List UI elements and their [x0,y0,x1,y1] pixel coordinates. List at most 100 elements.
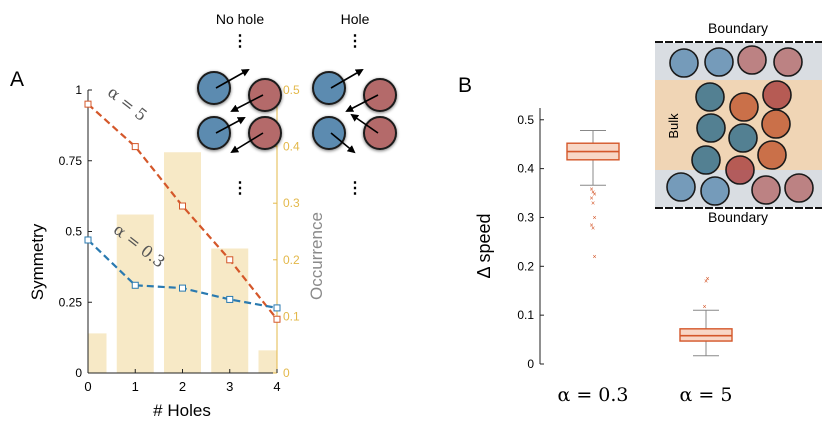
occurrence-bar [211,248,249,373]
ellipsis-top-hole: ⋮ [347,33,363,50]
category-label-alpha-0.3: α = 0.3 [557,384,628,406]
particle-red-icon [248,78,282,112]
y-tick-label: 1 [75,83,82,97]
outlier-marker: × [591,200,595,207]
y-right-tick-label: 0.5 [283,83,300,97]
particle-red-icon [363,78,397,112]
series-point [273,304,281,312]
x-axis-label: # Holes [153,401,211,420]
no-hole-diagram [197,69,282,154]
boxplot: ××× [679,276,733,357]
particle-blue-icon [312,116,346,150]
particle-blue-icon [691,145,721,175]
ellipsis-bottom-hole: ⋮ [347,180,363,197]
ellipsis-top-no-hole: ⋮ [232,33,248,50]
particle-red-icon [784,173,814,203]
series-point [226,295,234,303]
y-tick-label: 0 [527,357,534,371]
arrow-icon [230,94,264,112]
boxplot: ××××××××× [566,130,620,261]
particle-red-icon [248,116,282,150]
y-right-tick-label: 0 [283,366,290,380]
arrow-icon [350,113,379,134]
occurrence-bars [88,152,277,373]
inset-label-bottom: Boundary [708,209,768,225]
series-line [87,103,278,320]
series-point [131,281,139,289]
y-tick-label: 0.4 [517,162,534,176]
ellipsis-bottom-no-hole: ⋮ [232,180,248,197]
particle-red-icon [363,116,397,150]
hole-diagram [312,68,397,154]
legend-title-no-hole: No hole [216,11,264,27]
panel-a: A 0 0.25 0.5 0.75 1 0 0.1 0.2 0.3 0.4 0.5 0 1 2 3 4 #… [10,11,397,420]
y-right-tick-label: 0.1 [283,309,300,323]
arrow-icon [345,94,379,112]
arrow-icon [230,132,264,154]
x-tick-label: 3 [226,379,233,394]
outlier-marker: × [589,187,593,194]
particle-red-icon [725,155,755,185]
outlier-marker: × [702,304,706,311]
particle-blue-icon [700,176,730,206]
y-tick-label: 0.25 [59,295,83,309]
inset-label-bulk: Bulk [666,113,681,139]
particle-blue-icon [696,113,726,143]
series-point [131,143,139,151]
outlier-marker: × [589,195,593,202]
arrow-icon [330,68,364,89]
outlier-marker: × [592,192,596,199]
inset-channel: Boundary Boundary Bulk [655,20,822,225]
particle-blue-icon [704,47,734,77]
series-point [179,202,186,210]
y-tick-label: 0.5 [65,225,82,239]
outlier-marker: × [589,222,593,229]
y-ticks-left: 0 0.25 0.5 0.75 1 [59,83,92,380]
outlier-marker: × [704,278,708,285]
occurrence-bar [164,152,201,373]
particle-red-icon [729,92,759,122]
particle-red-icon [757,140,787,170]
inset-label-top: Boundary [708,20,768,36]
arrow-icon [330,132,356,154]
series-point [226,256,234,264]
particle-blue-icon [197,71,231,105]
series-point [84,236,92,244]
y-ticks: 0 0.1 0.2 0.3 0.4 0.5 [517,113,544,371]
y-tick-label: 0 [75,366,82,380]
particle-blue-icon [666,172,696,202]
occurrence-bar [88,333,107,373]
particle-red-icon [737,45,767,75]
y-right-tick-label: 0.3 [283,196,300,210]
series-label-alpha-5: α = 5 [104,82,151,124]
symmetry-lines [84,100,281,323]
particle-blue-icon [312,71,346,105]
y-tick-label: 0.2 [517,259,534,273]
y-tick-label: 0.3 [517,210,534,224]
y-tick-label: 0.1 [517,308,534,322]
y-right-tick-label: 0.4 [283,140,300,154]
series-point [84,100,92,108]
legend-title-hole: Hole [341,11,370,27]
particle-blue-icon [197,116,231,150]
particle-blue-icon [728,123,758,153]
boxplots: ×××××××××××× [566,130,733,357]
y-axis-label: Δ speed [474,213,494,278]
particle-red-icon [761,109,791,139]
y-axis-right-label: Occurrence [307,212,326,300]
particle-red-icon [751,175,781,205]
category-label-alpha-5: α = 5 [680,384,733,406]
arrow-icon [215,69,250,89]
outlier-marker: × [591,226,595,233]
x-ticks: 0 1 2 3 4 [84,369,281,394]
particle-red-icon [773,47,803,77]
particle-blue-icon [695,82,725,112]
occurrence-bar [258,350,277,373]
x-tick-label: 1 [132,379,139,394]
series-point [179,284,186,292]
particle-red-icon [762,80,792,110]
outlier-marker: × [591,190,595,197]
occurrence-bar [116,214,154,373]
y-tick-label: 0.5 [517,113,534,127]
